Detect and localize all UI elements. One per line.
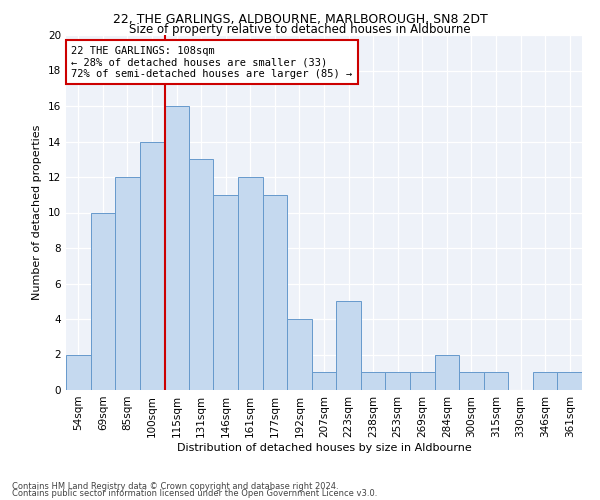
Bar	[557, 372, 582, 390]
Bar	[238, 177, 263, 390]
Text: Contains public sector information licensed under the Open Government Licence v3: Contains public sector information licen…	[12, 489, 377, 498]
Bar	[287, 319, 312, 390]
Y-axis label: Number of detached properties: Number of detached properties	[32, 125, 43, 300]
Text: 22 THE GARLINGS: 108sqm
← 28% of detached houses are smaller (33)
72% of semi-de: 22 THE GARLINGS: 108sqm ← 28% of detache…	[71, 46, 352, 79]
Bar	[361, 372, 385, 390]
Text: Size of property relative to detached houses in Aldbourne: Size of property relative to detached ho…	[129, 22, 471, 36]
Bar	[410, 372, 434, 390]
Text: 22, THE GARLINGS, ALDBOURNE, MARLBOROUGH, SN8 2DT: 22, THE GARLINGS, ALDBOURNE, MARLBOROUGH…	[113, 12, 487, 26]
Bar	[385, 372, 410, 390]
Bar	[484, 372, 508, 390]
Bar	[533, 372, 557, 390]
Bar	[214, 194, 238, 390]
Bar	[263, 194, 287, 390]
Bar	[312, 372, 336, 390]
Bar	[459, 372, 484, 390]
Text: Contains HM Land Registry data © Crown copyright and database right 2024.: Contains HM Land Registry data © Crown c…	[12, 482, 338, 491]
Bar	[66, 354, 91, 390]
X-axis label: Distribution of detached houses by size in Aldbourne: Distribution of detached houses by size …	[176, 442, 472, 452]
Bar	[115, 177, 140, 390]
Bar	[336, 301, 361, 390]
Bar	[434, 354, 459, 390]
Bar	[189, 159, 214, 390]
Bar	[164, 106, 189, 390]
Bar	[140, 142, 164, 390]
Bar	[91, 212, 115, 390]
